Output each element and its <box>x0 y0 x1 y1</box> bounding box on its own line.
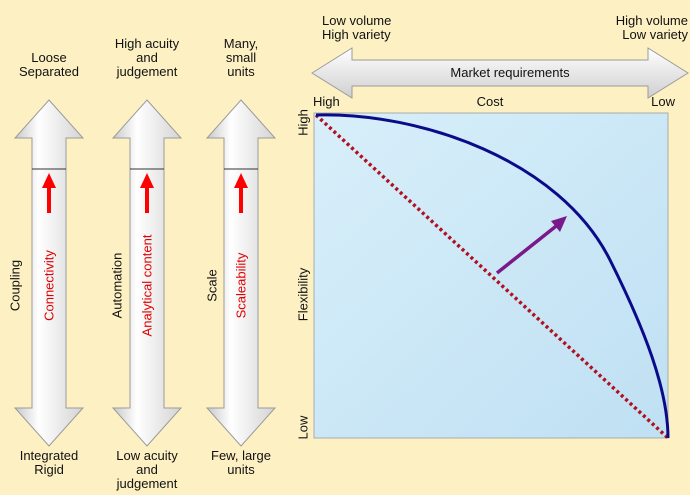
analytical-content-label: Analytical content <box>139 234 155 337</box>
market-arrow-label: Market requirements <box>450 65 570 80</box>
automation-bottom-line2: and <box>136 462 158 477</box>
market-requirements-arrow <box>311 47 689 99</box>
cost-axis-label: Cost <box>476 94 504 109</box>
scale-bottom-line1: Few, large <box>211 448 271 463</box>
scaleability-label: Scaleability <box>233 252 249 319</box>
scale-top-label: Many, small units <box>206 37 276 79</box>
flexibility-high-label: High <box>295 109 311 136</box>
automation-bottom-label: Low acuity and judgement <box>102 449 192 491</box>
market-right-label: High volume Low variety <box>590 14 688 42</box>
flexibility-axis-label: Flexibility <box>295 267 311 322</box>
market-left-line1: Low volume <box>322 13 392 28</box>
coupling-double-arrow <box>13 99 85 447</box>
coupling-bottom-line1: Integrated <box>19 448 79 463</box>
automation-top-line3: judgement <box>116 64 178 79</box>
automation-top-line2: and <box>136 50 158 65</box>
cost-high-label: High <box>313 94 340 109</box>
coupling-side-label: Coupling <box>7 259 23 312</box>
frontier-shift-arrow <box>495 221 562 275</box>
automation-top-label: High acuity and judgement <box>102 37 192 79</box>
coupling-bottom-label: Integrated Rigid <box>9 449 89 477</box>
scale-double-arrow <box>205 99 277 447</box>
connectivity-label: Connectivity <box>41 250 57 321</box>
scale-bottom-label: Few, large units <box>201 449 281 477</box>
cost-low-label: Low <box>651 94 675 109</box>
scale-top-line2: small <box>225 50 257 65</box>
market-left-line2: High variety <box>322 27 391 42</box>
automation-bottom-line3: judgement <box>116 476 178 491</box>
automation-side-label: Automation <box>109 252 125 319</box>
scale-top-line1: Many, <box>223 36 259 51</box>
automation-double-arrow <box>111 99 183 447</box>
scale-top-line3: units <box>227 64 255 79</box>
tradeoff-diagonal <box>314 113 670 440</box>
automation-top-line1: High acuity <box>114 36 180 51</box>
market-right-line2: Low variety <box>622 27 688 42</box>
tradeoff-frontier-curve <box>315 113 670 439</box>
coupling-top-line1: Loose <box>31 50 67 65</box>
scale-bottom-line2: units <box>227 462 255 477</box>
scale-side-label: Scale <box>204 269 220 302</box>
cost-flexibility-plot <box>313 112 669 439</box>
market-right-line1: High volume <box>615 13 688 28</box>
coupling-top-line2: Separated <box>19 64 79 79</box>
flexibility-low-label: Low <box>295 415 311 440</box>
coupling-top-label: Loose Separated <box>9 51 89 79</box>
market-left-label: Low volume High variety <box>322 14 391 42</box>
coupling-bottom-line2: Rigid <box>34 462 64 477</box>
automation-bottom-line1: Low acuity <box>116 448 178 463</box>
